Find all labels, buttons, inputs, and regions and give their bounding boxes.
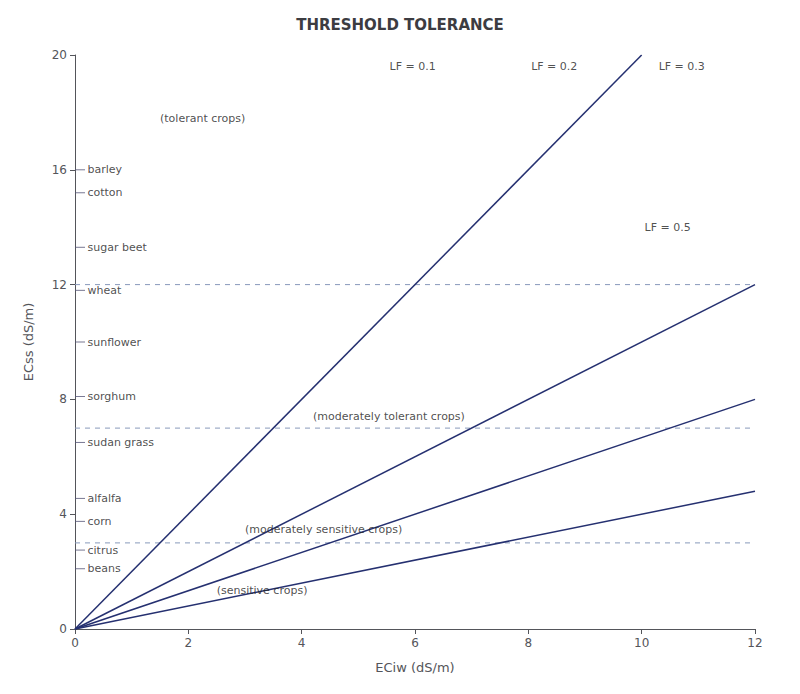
svg-text:8: 8 xyxy=(525,636,533,650)
svg-text:sugar beet: sugar beet xyxy=(87,241,147,254)
svg-text:ECss (dS/m): ECss (dS/m) xyxy=(21,303,36,382)
svg-text:sudan grass: sudan grass xyxy=(87,436,154,449)
svg-text:LF = 0.5: LF = 0.5 xyxy=(645,221,691,234)
svg-text:12: 12 xyxy=(747,636,762,650)
svg-text:LF = 0.2: LF = 0.2 xyxy=(531,60,577,73)
svg-text:corn: corn xyxy=(87,515,111,528)
svg-text:wheat: wheat xyxy=(87,284,121,297)
svg-text:beans: beans xyxy=(87,562,120,575)
svg-text:12: 12 xyxy=(52,278,67,292)
svg-text:sorghum: sorghum xyxy=(87,390,135,403)
svg-text:20: 20 xyxy=(52,48,67,62)
svg-text:(moderately sensitive crops): (moderately sensitive crops) xyxy=(245,523,402,536)
svg-text:4: 4 xyxy=(298,636,306,650)
svg-text:16: 16 xyxy=(52,163,67,177)
svg-text:10: 10 xyxy=(634,636,649,650)
svg-text:6: 6 xyxy=(411,636,419,650)
svg-text:sunflower: sunflower xyxy=(87,336,141,349)
svg-text:4: 4 xyxy=(59,507,67,521)
svg-text:(moderately tolerant crops): (moderately tolerant crops) xyxy=(313,410,465,423)
svg-text:citrus: citrus xyxy=(87,544,118,557)
svg-text:0: 0 xyxy=(71,636,79,650)
svg-text:THRESHOLD TOLERANCE: THRESHOLD TOLERANCE xyxy=(296,16,504,34)
svg-text:LF = 0.3: LF = 0.3 xyxy=(659,60,705,73)
svg-text:ECiw (dS/m): ECiw (dS/m) xyxy=(375,660,454,675)
svg-text:8: 8 xyxy=(59,392,67,406)
svg-text:LF = 0.1: LF = 0.1 xyxy=(390,60,436,73)
svg-text:barley: barley xyxy=(87,163,122,176)
svg-text:cotton: cotton xyxy=(87,186,122,199)
svg-text:(sensitive crops): (sensitive crops) xyxy=(217,584,308,597)
svg-text:(tolerant crops): (tolerant crops) xyxy=(160,112,245,125)
svg-text:0: 0 xyxy=(59,622,67,636)
svg-text:alfalfa: alfalfa xyxy=(87,492,121,505)
svg-text:2: 2 xyxy=(185,636,193,650)
